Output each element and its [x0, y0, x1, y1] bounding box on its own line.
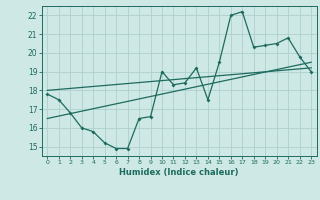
X-axis label: Humidex (Indice chaleur): Humidex (Indice chaleur) [119, 168, 239, 177]
